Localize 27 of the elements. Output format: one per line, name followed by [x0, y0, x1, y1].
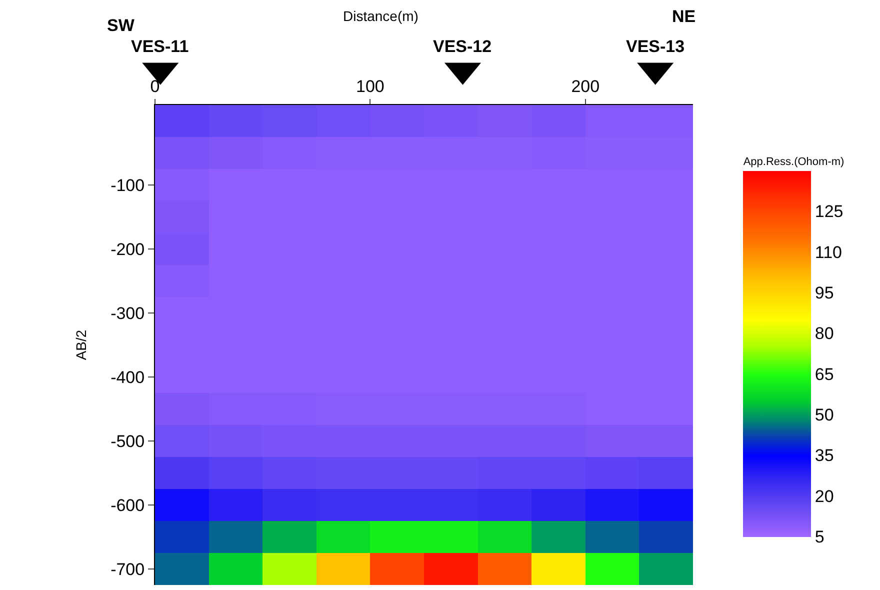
y-tick-label: -500: [110, 432, 145, 451]
y-tick-label: -300: [110, 304, 145, 323]
color-bar-label: 125: [814, 202, 844, 222]
color-bar-label: 50: [814, 405, 834, 424]
y-tick-label: -200: [110, 240, 145, 259]
color-bar-label: 110: [814, 242, 842, 262]
color-bar-label: 65: [814, 364, 834, 384]
y-tick-label: -400: [110, 368, 145, 387]
color-bar-title: App.Ress.(Ohom-m): [743, 156, 844, 168]
color-bar-label: 5: [814, 527, 824, 546]
text: SW: [107, 16, 136, 35]
x-axis-title: Distance(m): [343, 8, 418, 24]
y-axis-title: AB/2: [73, 330, 90, 360]
y-tick-label: -100: [110, 176, 145, 195]
color-bar-label: 35: [814, 446, 834, 466]
color-bar-label: 20: [814, 486, 834, 506]
x-tick-label: 200: [571, 77, 600, 96]
text: VES-12: [433, 37, 492, 56]
y-tick-label: -600: [110, 496, 145, 515]
color-bar-label: 95: [814, 283, 834, 302]
color-bar-label: 80: [814, 324, 834, 344]
text: VES-13: [626, 37, 685, 56]
x-tick-label: 100: [356, 77, 384, 96]
text: VES-11: [131, 37, 189, 56]
y-tick-label: -700: [110, 560, 145, 579]
x-tick-label: 0: [150, 77, 160, 96]
text: NE: [672, 7, 696, 26]
